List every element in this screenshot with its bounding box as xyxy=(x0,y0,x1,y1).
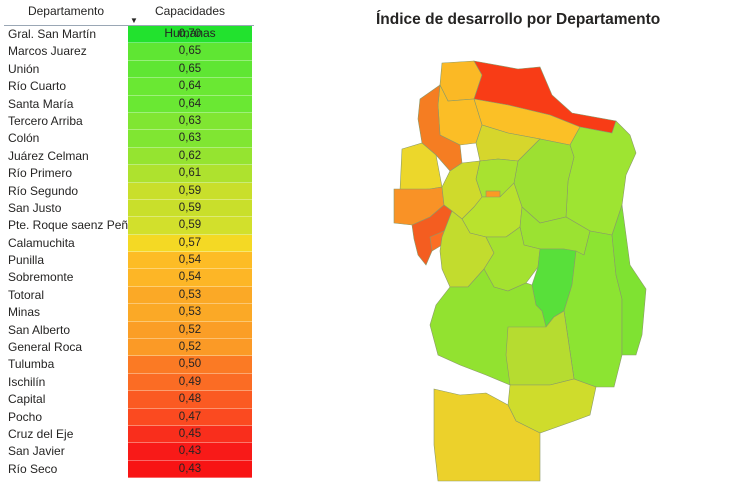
header-capacidades-label: Capacidades Humanas xyxy=(154,4,226,40)
departamento-cell: Ischilín xyxy=(8,374,46,389)
map-title: Índice de desarrollo por Departamento xyxy=(376,11,661,28)
table-row[interactable]: Río Segundo 0,59 xyxy=(4,182,254,200)
departamento-cell: Santa María xyxy=(8,96,74,111)
departamento-cell: General Roca xyxy=(8,340,83,355)
capacidades-value-cell: 0,53 xyxy=(128,286,252,305)
map-region-marcos-juarez[interactable] xyxy=(611,204,647,356)
capacidades-value-cell: 0,54 xyxy=(128,269,252,287)
capacidades-value-cell: 0,64 xyxy=(128,78,252,96)
capacidades-value-cell: 0,70 xyxy=(128,26,252,44)
table-row[interactable]: San Justo 0,59 xyxy=(4,199,254,218)
capacidades-value-cell: 0,59 xyxy=(128,199,252,218)
table-row[interactable]: Calamuchita 0,57 xyxy=(4,234,254,253)
departamento-cell: Juárez Celman xyxy=(8,148,89,163)
capacidades-value-cell: 0,47 xyxy=(128,408,252,426)
departamento-cell: Tulumba xyxy=(8,357,55,372)
departamento-cell: Sobremonte xyxy=(8,270,74,285)
table-row[interactable]: Unión 0,65 xyxy=(4,60,254,79)
table-row[interactable]: Santa María 0,64 xyxy=(4,95,254,113)
departamento-cell: Unión xyxy=(8,61,40,76)
departamento-cell: Río Primero xyxy=(8,166,73,181)
table-row[interactable]: Capital 0,48 xyxy=(4,391,254,409)
map-region-san-justo[interactable] xyxy=(565,120,637,236)
table-row[interactable]: Río Primero 0,61 xyxy=(4,165,254,183)
table-row[interactable]: Cruz del Eje 0,45 xyxy=(4,425,254,444)
capacidades-value-cell: 0,59 xyxy=(128,217,252,235)
capacidades-value-cell: 0,64 xyxy=(128,95,252,113)
departamento-cell: Tercero Arriba xyxy=(8,113,83,128)
map-region-general-roca[interactable] xyxy=(433,388,541,482)
table-row[interactable]: Minas 0,53 xyxy=(4,304,254,322)
table-row[interactable]: Pocho 0,47 xyxy=(4,408,254,426)
table-row[interactable]: Ischilín 0,49 xyxy=(4,373,254,392)
capacidades-value-cell: 0,57 xyxy=(128,234,252,253)
departamentos-map[interactable] xyxy=(390,55,650,485)
capacidades-value-cell: 0,61 xyxy=(128,165,252,183)
capacidades-value-cell: 0,45 xyxy=(128,425,252,444)
table-row[interactable]: San Javier 0,43 xyxy=(4,443,254,461)
table-row[interactable]: General Roca 0,52 xyxy=(4,339,254,357)
table-row[interactable]: Totoral 0,53 xyxy=(4,286,254,305)
departamento-cell: Marcos Juarez xyxy=(8,44,87,59)
capacidades-value-cell: 0,48 xyxy=(128,391,252,409)
departamento-cell: Gral. San Martín xyxy=(8,27,97,41)
departamento-cell: Colón xyxy=(8,131,40,146)
capacidades-value-cell: 0,52 xyxy=(128,339,252,357)
capacidades-value-cell: 0,63 xyxy=(128,130,252,148)
table-row[interactable]: Marcos Juarez 0,65 xyxy=(4,43,254,61)
departamento-cell: San Alberto xyxy=(8,322,71,337)
departamento-cell: Cruz del Eje xyxy=(8,426,74,441)
departamento-cell: Minas xyxy=(8,305,41,320)
capacidades-value-cell: 0,53 xyxy=(128,304,252,322)
table-row[interactable]: Colón 0,63 xyxy=(4,130,254,148)
capacidades-value-cell: 0,62 xyxy=(128,147,252,166)
map-region-tercero-arriba[interactable] xyxy=(483,226,541,292)
capacidades-value-cell: 0,49 xyxy=(128,373,252,392)
sort-descending-icon[interactable]: ▼ xyxy=(130,16,138,25)
departamento-cell: Capital xyxy=(8,392,46,407)
departamento-cell: Totoral xyxy=(8,287,45,302)
departamento-cell: San Justo xyxy=(8,200,62,215)
capacidades-value-cell: 0,65 xyxy=(128,43,252,61)
capacidades-table: Departamento Capacidades Humanas ▼ Gral.… xyxy=(4,0,254,479)
table-row[interactable]: Punilla 0,54 xyxy=(4,252,254,270)
table-row[interactable]: Tulumba 0,50 xyxy=(4,356,254,374)
table-row[interactable]: Juárez Celman 0,62 xyxy=(4,147,254,166)
capacidades-value-cell: 0,54 xyxy=(128,252,252,270)
capacidades-value-cell: 0,52 xyxy=(128,321,252,340)
header-departamento[interactable]: Departamento xyxy=(27,4,105,18)
departamento-cell: Río Segundo xyxy=(8,183,79,198)
departamento-cell: Río Seco xyxy=(8,461,58,476)
table-row[interactable]: Sobremonte 0,54 xyxy=(4,269,254,287)
departamento-cell: Punilla xyxy=(8,253,45,268)
header-capacidades-humanas[interactable]: Capacidades Humanas ▼ xyxy=(128,0,252,40)
table-row[interactable]: Pte. Roque saenz Peña 0,59 xyxy=(4,217,254,235)
table-row[interactable]: Río Cuarto 0,64 xyxy=(4,78,254,96)
table-row[interactable]: Gral. San Martín 0,70 xyxy=(4,26,254,44)
capacidades-value-cell: 0,59 xyxy=(128,182,252,200)
departamento-cell: Pocho xyxy=(8,409,43,424)
table-row[interactable]: Río Seco 0,43 xyxy=(4,460,254,479)
departamento-cell: Calamuchita xyxy=(8,235,75,250)
capacidades-value-cell: 0,50 xyxy=(128,356,252,374)
table-row[interactable]: San Alberto 0,52 xyxy=(4,321,254,340)
capacidades-value-cell: 0,43 xyxy=(128,460,252,479)
capacidades-value-cell: 0,65 xyxy=(128,60,252,79)
departamento-cell: Pte. Roque saenz Peña xyxy=(8,218,128,233)
departamento-cell: Río Cuarto xyxy=(8,79,67,94)
table-body: Gral. San Martín 0,70 Marcos Juarez 0,65 Uni… xyxy=(4,26,254,479)
departamento-cell: San Javier xyxy=(8,444,65,459)
capacidades-value-cell: 0,43 xyxy=(128,443,252,461)
capacidades-value-cell: 0,63 xyxy=(128,112,252,131)
table-header: Departamento Capacidades Humanas ▼ xyxy=(4,0,254,40)
table-row[interactable]: Tercero Arriba 0,63 xyxy=(4,112,254,131)
